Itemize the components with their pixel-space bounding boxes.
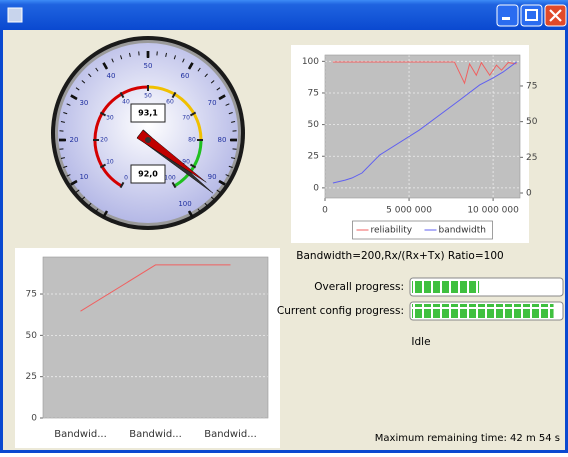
- y2-tick-label: 25: [526, 153, 537, 163]
- gauge-inner-label: 50: [144, 93, 152, 100]
- x-tick-label: 0: [322, 206, 328, 216]
- gauge-outer-label: 30: [79, 99, 88, 107]
- gauge-inner-label: 20: [100, 137, 108, 144]
- plot-area: [43, 257, 268, 418]
- progress-label: Current config progress:: [277, 305, 404, 317]
- minimize-glyph: [502, 17, 510, 20]
- gauge-outer-label: 90: [208, 173, 217, 181]
- gauge-outer-label: 10: [79, 173, 88, 181]
- gauge-outer-label: 50: [144, 62, 153, 70]
- legend-label: bandwidth: [439, 226, 486, 236]
- title-bar: [0, 0, 568, 30]
- gauge-outer-label: 80: [218, 136, 227, 144]
- gauge-display-value: 92,0: [138, 170, 158, 179]
- gauge-inner-label: 70: [182, 115, 190, 122]
- remaining-time: Maximum remaining time: 42 m 54 s: [375, 433, 560, 444]
- x-tick-label: Bandwid...: [129, 429, 182, 440]
- legend-label: reliability: [371, 226, 413, 236]
- x-tick-label: Bandwid...: [54, 429, 107, 440]
- y-tick-label: 25: [26, 372, 37, 382]
- gauge-pivot: [145, 137, 151, 143]
- x-tick-label: 10 000 000: [467, 206, 519, 216]
- y-tick-label: 0: [31, 414, 37, 424]
- y2-tick-label: 75: [526, 81, 537, 91]
- y-tick-label: 75: [308, 88, 319, 98]
- y-tick-label: 0: [313, 183, 319, 193]
- progress-fill: [412, 304, 554, 318]
- state-label: Idle: [411, 336, 430, 348]
- y-tick-label: 50: [308, 120, 320, 130]
- gauge-outer-label: 100: [178, 200, 191, 208]
- gauge-inner-label: 80: [188, 137, 196, 144]
- gauge-outer-label: 20: [70, 136, 79, 144]
- gauge-inner-label: 40: [122, 98, 130, 105]
- progress-fill: [412, 280, 479, 294]
- gauge-outer-label: 70: [208, 99, 217, 107]
- app-icon: [8, 8, 22, 22]
- x-tick-label: Bandwid...: [204, 429, 257, 440]
- gauge-outer-label: 60: [181, 72, 190, 80]
- y-tick-label: 100: [302, 57, 319, 67]
- progress-label: Overall progress:: [314, 281, 404, 293]
- y-tick-label: 75: [26, 290, 37, 300]
- gauge-face: [58, 43, 238, 223]
- minimize-button[interactable]: [497, 5, 518, 26]
- maximize-button[interactable]: [521, 5, 542, 26]
- gauge-inner-label: 10: [106, 159, 114, 166]
- caption: Bandwidth=200,Rx/(Rx+Tx) Ratio=100: [296, 250, 503, 262]
- gauge-inner-label: 0: [124, 175, 128, 182]
- y-tick-label: 25: [308, 152, 319, 162]
- gauge-inner-label: 100: [164, 175, 176, 182]
- y2-tick-label: 50: [526, 117, 538, 127]
- gauge-inner-label: 30: [106, 115, 114, 122]
- y-tick-label: 50: [26, 331, 38, 341]
- y2-tick-label: 0: [526, 189, 532, 199]
- gauge-inner-label: 60: [166, 98, 174, 105]
- gauge-outer-label: 40: [107, 72, 116, 80]
- gauge-display-value: 93,1: [138, 109, 158, 118]
- x-tick-label: 5 000 000: [386, 206, 432, 216]
